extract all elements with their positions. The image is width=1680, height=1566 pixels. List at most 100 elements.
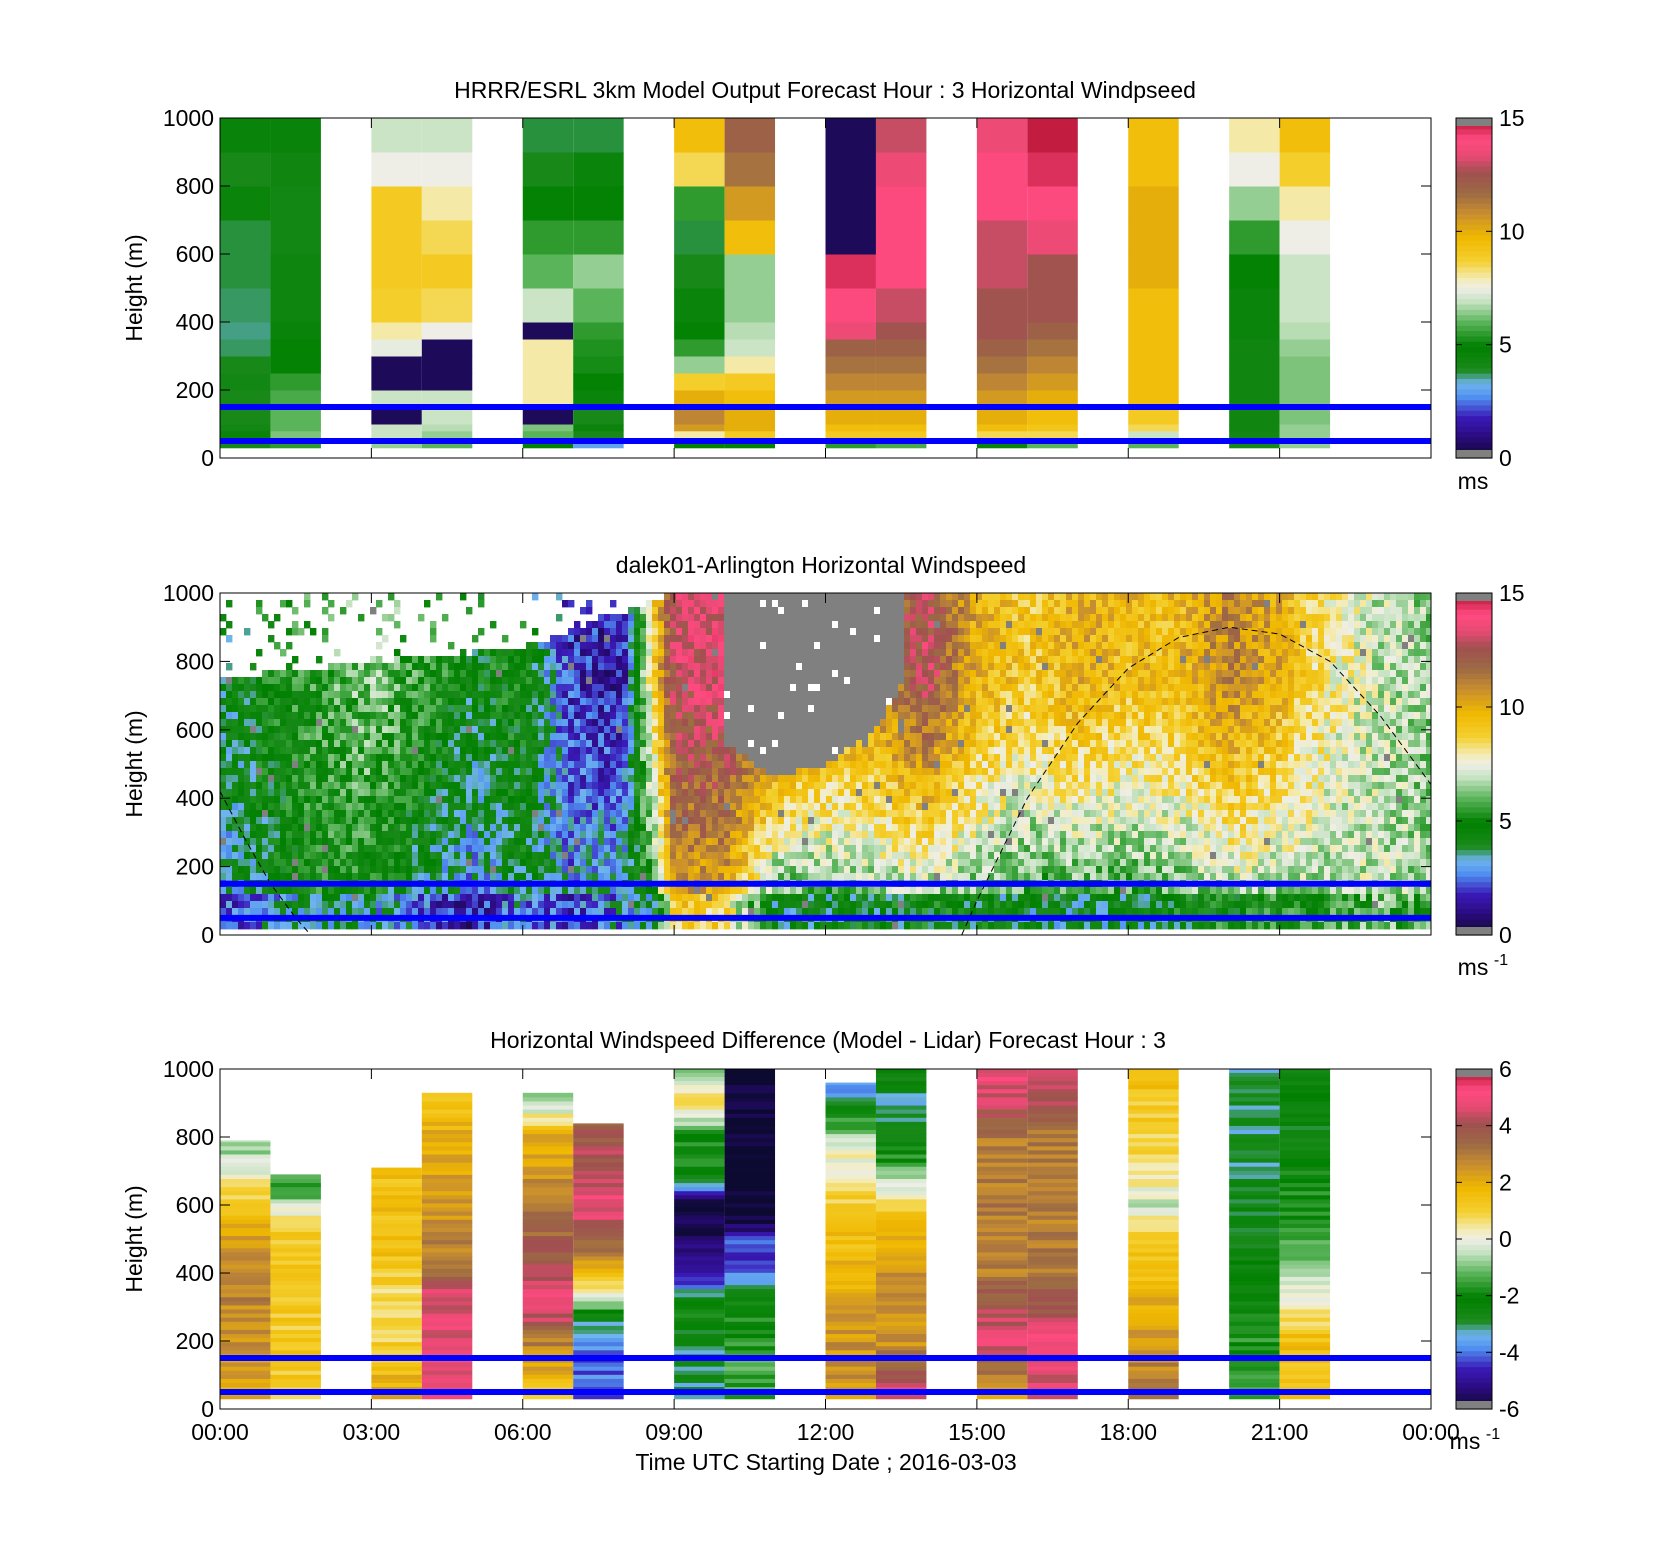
heatmap-cell <box>844 719 850 726</box>
heatmap-cell <box>820 796 826 803</box>
heatmap-cell <box>460 719 466 726</box>
heatmap-cell <box>406 712 412 719</box>
heatmap-cell <box>790 740 796 747</box>
heatmap-cell <box>280 747 286 754</box>
heatmap-cell <box>682 768 688 775</box>
heatmap-cell <box>340 908 346 915</box>
heatmap-cell <box>256 705 262 712</box>
heatmap-cell <box>658 838 664 845</box>
heatmap-cell <box>394 649 400 656</box>
heatmap-cell <box>820 887 826 894</box>
heatmap-cell <box>484 803 490 810</box>
heatmap-cell <box>322 866 328 873</box>
heatmap-cell <box>1280 339 1330 357</box>
heatmap-cell <box>646 782 652 789</box>
heatmap-cell <box>712 628 718 635</box>
heatmap-cell <box>592 894 598 901</box>
heatmap-cell <box>460 754 466 761</box>
heatmap-cell <box>766 677 772 684</box>
heatmap-cell <box>346 887 352 894</box>
heatmap-cell <box>664 845 670 852</box>
heatmap-cell <box>640 789 646 796</box>
heatmap-cell <box>700 621 706 628</box>
heatmap-cell <box>556 824 562 831</box>
heatmap-cell <box>562 600 568 607</box>
heatmap-cell <box>232 677 238 684</box>
heatmap-cell <box>856 789 862 796</box>
heatmap-cell <box>364 761 370 768</box>
heatmap-cell <box>688 838 694 845</box>
heatmap-cell <box>568 845 574 852</box>
heatmap-cell <box>574 747 580 754</box>
heatmap-cell <box>268 810 274 817</box>
heatmap-cell <box>670 600 676 607</box>
heatmap-cell <box>832 712 838 719</box>
heatmap-cell <box>646 831 652 838</box>
heatmap-cell <box>616 887 622 894</box>
heatmap-cell <box>418 691 424 698</box>
heatmap-cell <box>422 356 472 374</box>
heatmap-cell <box>766 726 772 733</box>
heatmap-cell <box>796 859 802 866</box>
heatmap-cell <box>622 635 628 642</box>
heatmap-cell <box>574 642 580 649</box>
heatmap-cell <box>586 705 592 712</box>
heatmap-cell <box>844 796 850 803</box>
heatmap-cell <box>604 775 610 782</box>
heatmap-cell <box>358 726 364 733</box>
heatmap-cell <box>520 677 526 684</box>
heatmap-cell <box>562 845 568 852</box>
heatmap-cell <box>406 761 412 768</box>
heatmap-cell <box>568 908 574 915</box>
heatmap-cell <box>628 677 634 684</box>
heatmap-cell <box>736 824 742 831</box>
heatmap-cell <box>658 656 664 663</box>
heatmap-cell <box>844 838 850 845</box>
heatmap-cell <box>316 698 322 705</box>
heatmap-cell <box>538 656 544 663</box>
heatmap-cell <box>358 733 364 740</box>
heatmap-cell <box>574 789 580 796</box>
heatmap-cell <box>544 859 550 866</box>
heatmap-cell <box>724 593 730 600</box>
heatmap-cell <box>688 789 694 796</box>
heatmap-cell <box>340 719 346 726</box>
heatmap-cell <box>802 712 808 719</box>
heatmap-cell <box>256 768 262 775</box>
heatmap-cell <box>478 803 484 810</box>
heatmap-cell <box>550 726 556 733</box>
heatmap-cell <box>742 726 748 733</box>
heatmap-cell <box>838 775 844 782</box>
heatmap-cell <box>682 684 688 691</box>
heatmap-cell <box>604 719 610 726</box>
heatmap-cell <box>682 782 688 789</box>
heatmap-cell <box>802 705 808 712</box>
heatmap-cell <box>550 803 556 810</box>
heatmap-cell <box>244 761 250 768</box>
heatmap-cell <box>382 901 388 908</box>
heatmap-cell <box>532 593 538 600</box>
heatmap-cell <box>562 817 568 824</box>
heatmap-cell <box>664 887 670 894</box>
heatmap-cell <box>322 768 328 775</box>
heatmap-cell <box>232 712 238 719</box>
heatmap-cell <box>670 845 676 852</box>
heatmap-cell <box>622 908 628 915</box>
heatmap-cell <box>292 782 298 789</box>
colorbar-swatch <box>1456 145 1492 151</box>
heatmap-cell <box>442 894 448 901</box>
heatmap-cell <box>556 726 562 733</box>
heatmap-cell <box>604 754 610 761</box>
heatmap-cell <box>814 817 820 824</box>
heatmap-cell <box>844 712 850 719</box>
heatmap-cell <box>754 691 760 698</box>
heatmap-cell <box>670 593 676 600</box>
heatmap-cell <box>706 796 712 803</box>
heatmap-cell <box>712 859 718 866</box>
heatmap-cell <box>442 866 448 873</box>
heatmap-cell <box>784 894 790 901</box>
heatmap-cell <box>274 908 280 915</box>
heatmap-cell <box>460 726 466 733</box>
heatmap-cell <box>370 705 376 712</box>
heatmap-cell <box>790 796 796 803</box>
